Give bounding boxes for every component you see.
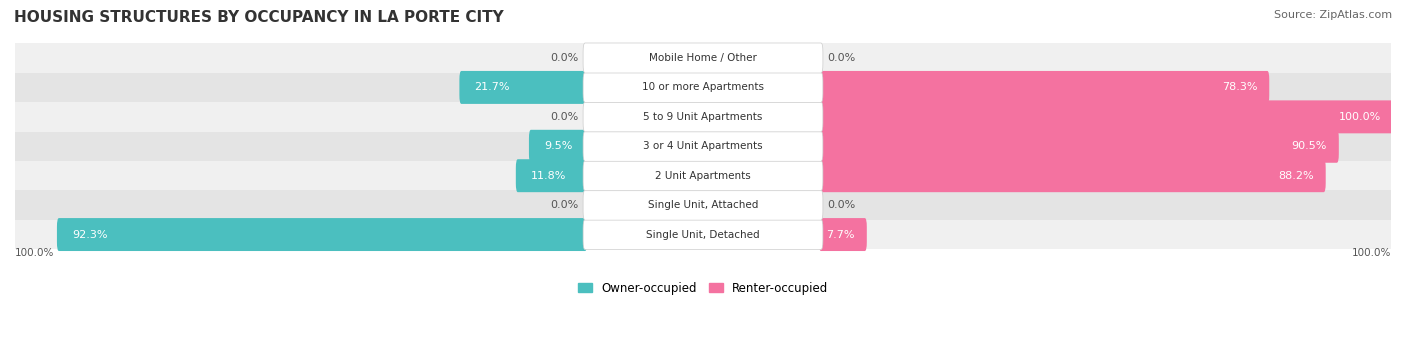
FancyBboxPatch shape	[583, 102, 823, 132]
Text: 100.0%: 100.0%	[1351, 248, 1391, 258]
Legend: Owner-occupied, Renter-occupied: Owner-occupied, Renter-occupied	[578, 282, 828, 295]
FancyBboxPatch shape	[583, 43, 823, 73]
Text: 0.0%: 0.0%	[828, 53, 856, 63]
Text: 2 Unit Apartments: 2 Unit Apartments	[655, 171, 751, 181]
FancyBboxPatch shape	[818, 71, 1270, 104]
Text: Mobile Home / Other: Mobile Home / Other	[650, 53, 756, 63]
Text: 78.3%: 78.3%	[1222, 83, 1257, 92]
Bar	[15, 73, 1391, 102]
Text: 88.2%: 88.2%	[1278, 171, 1313, 181]
FancyBboxPatch shape	[818, 130, 1339, 163]
Text: 90.5%: 90.5%	[1292, 141, 1327, 151]
Text: 5 to 9 Unit Apartments: 5 to 9 Unit Apartments	[644, 112, 762, 122]
Text: 100.0%: 100.0%	[1339, 112, 1381, 122]
FancyBboxPatch shape	[460, 71, 588, 104]
Text: 3 or 4 Unit Apartments: 3 or 4 Unit Apartments	[643, 141, 763, 151]
Text: 0.0%: 0.0%	[550, 53, 578, 63]
FancyBboxPatch shape	[818, 218, 868, 251]
Bar	[15, 132, 1391, 161]
FancyBboxPatch shape	[56, 218, 588, 251]
Text: 100.0%: 100.0%	[15, 248, 55, 258]
FancyBboxPatch shape	[583, 72, 823, 102]
Text: 92.3%: 92.3%	[72, 229, 107, 239]
Text: 10 or more Apartments: 10 or more Apartments	[643, 83, 763, 92]
Text: 11.8%: 11.8%	[531, 171, 567, 181]
Text: 0.0%: 0.0%	[550, 200, 578, 210]
FancyBboxPatch shape	[583, 161, 823, 191]
FancyBboxPatch shape	[583, 131, 823, 161]
Text: 0.0%: 0.0%	[550, 112, 578, 122]
Text: Source: ZipAtlas.com: Source: ZipAtlas.com	[1274, 10, 1392, 20]
Text: HOUSING STRUCTURES BY OCCUPANCY IN LA PORTE CITY: HOUSING STRUCTURES BY OCCUPANCY IN LA PO…	[14, 10, 503, 25]
FancyBboxPatch shape	[583, 220, 823, 250]
FancyBboxPatch shape	[516, 159, 588, 192]
Text: 7.7%: 7.7%	[827, 229, 855, 239]
Text: Single Unit, Detached: Single Unit, Detached	[647, 229, 759, 239]
Bar	[15, 220, 1391, 249]
Bar	[15, 102, 1391, 132]
FancyBboxPatch shape	[818, 159, 1326, 192]
Text: 21.7%: 21.7%	[474, 83, 510, 92]
FancyBboxPatch shape	[818, 100, 1393, 133]
Bar	[15, 43, 1391, 73]
Bar	[15, 190, 1391, 220]
Bar	[15, 161, 1391, 190]
FancyBboxPatch shape	[583, 190, 823, 220]
Text: 0.0%: 0.0%	[828, 200, 856, 210]
Text: 9.5%: 9.5%	[544, 141, 572, 151]
Text: Single Unit, Attached: Single Unit, Attached	[648, 200, 758, 210]
FancyBboxPatch shape	[529, 130, 588, 163]
